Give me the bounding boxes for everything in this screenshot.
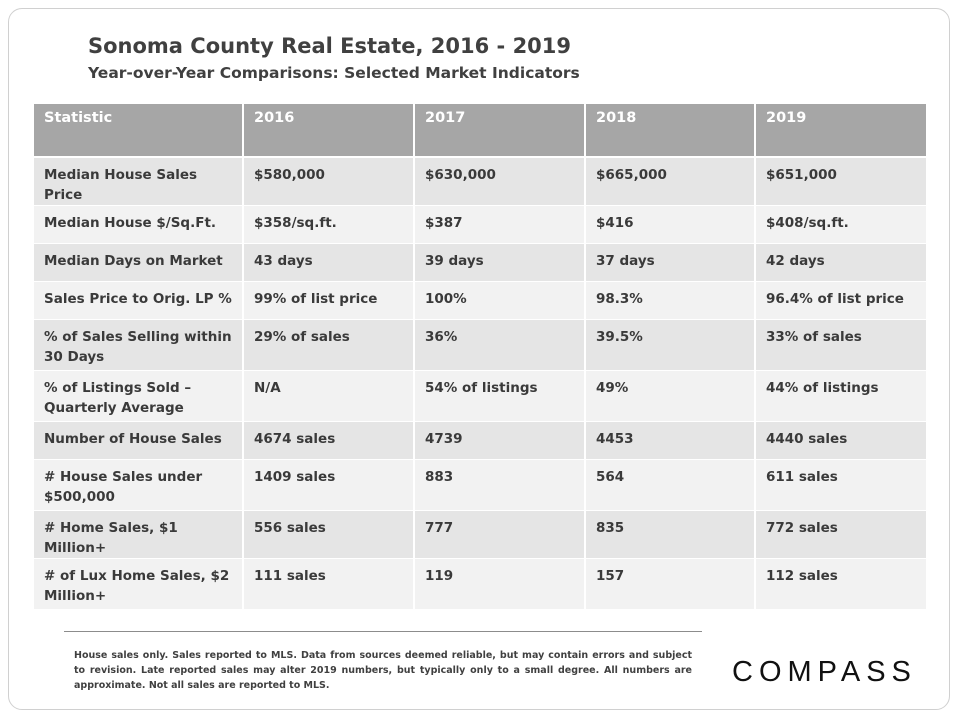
cell-2018: $665,000 (585, 157, 756, 206)
row-label: Median House Sales Price (34, 157, 244, 206)
footnote-text: House sales only. Sales reported to MLS.… (74, 650, 692, 691)
row-label: Median Days on Market (34, 243, 244, 282)
cell-2016: 29% of sales (243, 319, 415, 371)
market-indicators-table: Statistic 2016 2017 2018 2019 Median Hou… (34, 104, 926, 610)
cell-2016: 556 sales (243, 510, 415, 559)
cell-2018: 37 days (585, 243, 756, 282)
row-label: Median House $/Sq.Ft. (34, 205, 244, 244)
cell-2019: 112 sales (755, 558, 926, 610)
cell-2016: 4674 sales (243, 421, 415, 460)
cell-2017: 4739 (414, 421, 586, 460)
cell-2018: 564 (585, 459, 756, 511)
page-title: Sonoma County Real Estate, 2016 - 2019 (88, 34, 572, 58)
table-row: Number of House Sales 4674 sales 4739 44… (34, 421, 926, 460)
header-2019: 2019 (755, 104, 926, 158)
table-row: # Home Sales, $1 Million+ 556 sales 777 … (34, 510, 926, 559)
cell-2017: 777 (414, 510, 586, 559)
cell-2018: 49% (585, 370, 756, 422)
footnote-divider (64, 631, 702, 632)
cell-2016: 43 days (243, 243, 415, 282)
cell-2017: 119 (414, 558, 586, 610)
cell-2017: 100% (414, 281, 586, 320)
cell-2017: 39 days (414, 243, 586, 282)
compass-logo: COMPASS (732, 656, 917, 688)
cell-2018: 98.3% (585, 281, 756, 320)
cell-2016: N/A (243, 370, 415, 422)
row-label: # House Sales under $500,000 (34, 459, 244, 511)
row-label: # Home Sales, $1 Million+ (34, 510, 244, 559)
row-label: Number of House Sales (34, 421, 244, 460)
cell-2018: 4453 (585, 421, 756, 460)
table-row: % of Listings Sold – Quarterly Average N… (34, 370, 926, 422)
cell-2017: 54% of listings (414, 370, 586, 422)
page-subtitle: Year-over-Year Comparisons: Selected Mar… (88, 64, 580, 82)
header-statistic: Statistic (34, 104, 244, 158)
cell-2019: $651,000 (755, 157, 926, 206)
table-row: Sales Price to Orig. LP % 99% of list pr… (34, 281, 926, 320)
header-2017: 2017 (414, 104, 586, 158)
row-label: Sales Price to Orig. LP % (34, 281, 244, 320)
table-row: Median Days on Market 43 days 39 days 37… (34, 243, 926, 282)
table-row: Median House Sales Price $580,000 $630,0… (34, 157, 926, 206)
cell-2018: 157 (585, 558, 756, 610)
table-row: Median House $/Sq.Ft. $358/sq.ft. $387 $… (34, 205, 926, 244)
cell-2019: 96.4% of list price (755, 281, 926, 320)
cell-2019: 33% of sales (755, 319, 926, 371)
cell-2016: $580,000 (243, 157, 415, 206)
row-label: % of Listings Sold – Quarterly Average (34, 370, 244, 422)
table-row: % of Sales Selling within 30 Days 29% of… (34, 319, 926, 371)
cell-2019: 611 sales (755, 459, 926, 511)
header-2018: 2018 (585, 104, 756, 158)
slide-frame (8, 8, 950, 710)
row-label: % of Sales Selling within 30 Days (34, 319, 244, 371)
cell-2016: $358/sq.ft. (243, 205, 415, 244)
cell-2017: 883 (414, 459, 586, 511)
cell-2018: $416 (585, 205, 756, 244)
cell-2019: $408/sq.ft. (755, 205, 926, 244)
cell-2016: 99% of list price (243, 281, 415, 320)
cell-2019: 44% of listings (755, 370, 926, 422)
table-header-row: Statistic 2016 2017 2018 2019 (34, 104, 926, 158)
cell-2017: $387 (414, 205, 586, 244)
row-label: # of Lux Home Sales, $2 Million+ (34, 558, 244, 610)
cell-2018: 39.5% (585, 319, 756, 371)
cell-2017: $630,000 (414, 157, 586, 206)
table-row: # of Lux Home Sales, $2 Million+ 111 sal… (34, 558, 926, 610)
table-row: # House Sales under $500,000 1409 sales … (34, 459, 926, 511)
cell-2017: 36% (414, 319, 586, 371)
cell-2019: 4440 sales (755, 421, 926, 460)
header-2016: 2016 (243, 104, 415, 158)
cell-2016: 111 sales (243, 558, 415, 610)
cell-2019: 772 sales (755, 510, 926, 559)
cell-2019: 42 days (755, 243, 926, 282)
cell-2016: 1409 sales (243, 459, 415, 511)
cell-2018: 835 (585, 510, 756, 559)
